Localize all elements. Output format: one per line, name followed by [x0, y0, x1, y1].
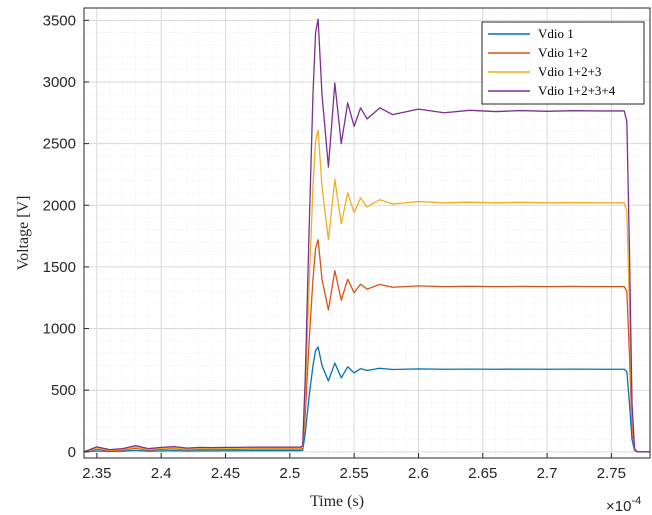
y-tick-label: 3500 [43, 12, 76, 29]
legend-label-2: Vdio 1+2 [538, 45, 588, 60]
major-grid [84, 8, 650, 458]
x-tick-label: 2.55 [340, 465, 369, 482]
series-layer [84, 18, 650, 453]
x-axis-multiplier-base: ×10 [606, 498, 631, 515]
x-axis-multiplier-exponent: -4 [631, 495, 641, 507]
x-tick-label: 2.4 [151, 465, 172, 482]
x-tick-label: 2.75 [597, 465, 626, 482]
y-tick-label: 500 [51, 382, 76, 399]
legend: Vdio 1 Vdio 1+2 Vdio 1+2+3 Vdio 1+2+3+4 [481, 21, 645, 105]
legend-label-4: Vdio 1+2+3+4 [538, 83, 616, 98]
y-tick-label: 1000 [43, 321, 76, 338]
y-tick-label: 0 [68, 444, 76, 461]
x-axis-multiplier: ×10-4 [606, 495, 641, 515]
series-line-1 [84, 346, 650, 453]
y-tick-label: 1500 [43, 259, 76, 276]
plot-frame [83, 7, 651, 459]
x-axis-title: Time (s) [310, 493, 364, 510]
y-axis-ticks: 0 500 1000 1500 2000 2500 3000 3500 [43, 12, 89, 461]
x-tick-label: 2.35 [82, 465, 111, 482]
x-axis-ticks: 2.35 2.4 2.45 2.5 2.55 2.6 2.65 2.7 2.75 [82, 453, 626, 482]
x-tick-label: 2.7 [537, 465, 558, 482]
x-tick-label: 2.65 [468, 465, 497, 482]
legend-label-3: Vdio 1+2+3 [538, 64, 601, 79]
y-tick-label: 2000 [43, 197, 76, 214]
y-tick-label: 3000 [43, 74, 76, 91]
series-line-4 [84, 18, 650, 453]
y-axis-title: Voltage [V] [15, 196, 32, 271]
x-tick-label: 2.6 [408, 465, 429, 482]
x-tick-label: 2.45 [211, 465, 240, 482]
y-tick-label: 2500 [43, 136, 76, 153]
series-line-2 [84, 239, 650, 453]
minor-grid [83, 7, 651, 458]
series-line-3 [84, 129, 650, 453]
x-tick-label: 2.5 [279, 465, 300, 482]
legend-label-1: Vdio 1 [538, 26, 574, 41]
